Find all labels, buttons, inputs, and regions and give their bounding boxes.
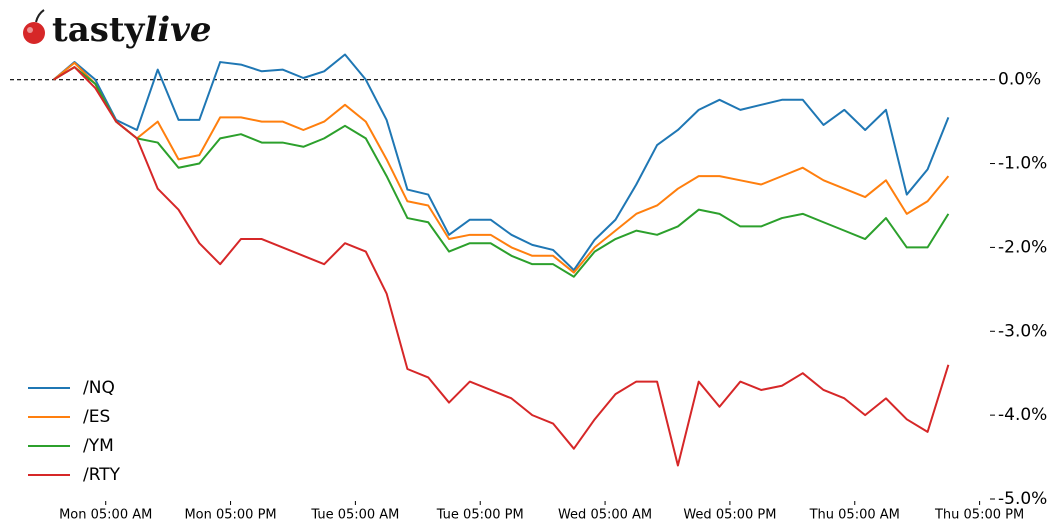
series-line [53,66,950,467]
legend-label: /YM [83,436,114,456]
x-tick-label: Mon 05:00 PM [184,508,276,523]
series-line [53,61,950,274]
logo-cherry [23,22,45,44]
logo-text: tastylive [52,10,212,50]
logo-shine [27,27,33,33]
y-tick-label: -1.0% [998,154,1047,174]
logo-suffix: live [144,10,211,50]
x-tick-label: Wed 05:00 PM [683,508,776,523]
y-tick-label: 0.0% [998,70,1041,90]
x-tick-label: Wed 05:00 AM [558,508,652,523]
series-line [53,66,950,278]
x-tick-label: Thu 05:00 PM [934,508,1024,523]
logo-prefix: tasty [52,10,146,50]
series-line [53,53,950,272]
logo: tastylive [23,9,212,50]
x-tick-label: Mon 05:00 AM [59,508,152,523]
x-tick-label: Thu 05:00 AM [809,508,900,523]
logo-stem [35,9,45,23]
x-tick-label: Tue 05:00 AM [310,508,399,523]
x-tick-label: Tue 05:00 PM [436,508,524,523]
y-tick-label: -3.0% [998,321,1047,341]
legend-label: /NQ [83,378,115,398]
y-tick-label: -2.0% [998,237,1047,257]
legend-label: /ES [83,407,110,427]
y-tick-label: -5.0% [998,489,1047,509]
legend-label: /RTY [83,465,121,485]
y-tick-label: -4.0% [998,405,1047,425]
